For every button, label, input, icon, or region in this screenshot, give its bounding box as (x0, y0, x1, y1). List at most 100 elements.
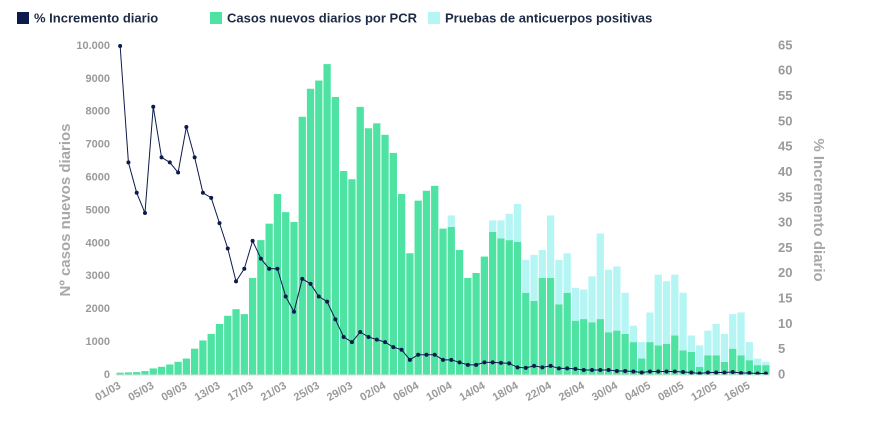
bar (191, 348, 199, 375)
bar (489, 231, 497, 375)
bar (505, 240, 513, 375)
bar (646, 312, 654, 343)
point (689, 370, 694, 375)
x-tick-label: 29/03 (325, 380, 355, 404)
point (283, 294, 288, 299)
bar (563, 253, 571, 293)
point (234, 279, 239, 284)
y-tick-label: 10.000 (76, 40, 110, 52)
point (482, 360, 487, 365)
y-tick-label: 1000 (86, 336, 110, 348)
bar (406, 253, 414, 375)
point (316, 294, 321, 299)
point (441, 357, 445, 362)
bar (737, 355, 745, 375)
bar (646, 342, 654, 375)
y2-tick-label: 50 (778, 113, 792, 128)
y-tick-label: 5000 (86, 204, 110, 216)
bar (174, 361, 182, 375)
bar (555, 259, 563, 305)
point (267, 266, 272, 271)
y-tick-label: 7000 (86, 139, 110, 151)
point (755, 371, 760, 376)
legend-swatch (428, 12, 440, 24)
x-tick-label: 04/05 (623, 380, 653, 404)
x-tick-label: 18/04 (491, 379, 522, 404)
bar (613, 330, 621, 375)
bar (439, 228, 447, 375)
bar (265, 223, 273, 375)
bar (762, 365, 770, 375)
bar (141, 371, 149, 375)
bar (704, 355, 712, 375)
point (151, 104, 156, 109)
bar (671, 335, 679, 375)
bar (489, 220, 497, 232)
point (739, 370, 744, 375)
y2-axis-title: % Incremento diario (810, 138, 827, 281)
bar (580, 289, 588, 320)
bar (588, 276, 596, 323)
x-tick-label: 02/04 (358, 379, 389, 404)
bar (555, 304, 563, 375)
bar (712, 324, 720, 356)
bar (571, 287, 580, 321)
bar (753, 365, 762, 375)
bar (497, 220, 505, 239)
point (515, 365, 520, 370)
point (532, 363, 537, 368)
point (573, 366, 578, 371)
x-tick-label: 22/04 (524, 379, 555, 404)
point (697, 371, 702, 376)
y-tick-label: 4000 (86, 237, 110, 249)
bar (704, 330, 712, 356)
point (681, 369, 686, 374)
y2-tick-label: 10 (778, 316, 792, 331)
point (623, 368, 628, 373)
point (490, 360, 495, 365)
y2-tick-label: 20 (778, 265, 792, 280)
x-tick-label: 21/03 (259, 380, 289, 404)
bar (282, 212, 290, 375)
point (507, 361, 512, 366)
bar (729, 314, 737, 349)
bar (207, 333, 215, 375)
point (142, 211, 147, 216)
y2-tick-label: 40 (778, 164, 792, 179)
bar (563, 292, 571, 375)
legend-swatch (210, 12, 222, 24)
y-tick-label: 8000 (86, 106, 110, 118)
bar (596, 233, 604, 320)
point (358, 329, 363, 334)
bar (662, 281, 671, 344)
point (672, 369, 677, 374)
legend-label: % Incremento diario (34, 10, 158, 25)
point (722, 370, 727, 375)
bar (224, 315, 232, 375)
point (399, 347, 404, 352)
point (714, 370, 719, 375)
point (159, 155, 164, 160)
point (407, 357, 412, 362)
point (366, 335, 371, 340)
bar (745, 360, 753, 375)
bar (596, 319, 604, 375)
bar (621, 333, 629, 375)
bar (348, 179, 356, 375)
point (498, 360, 503, 365)
bar (157, 366, 166, 375)
point (548, 363, 553, 368)
y2-tick-label: 0 (778, 366, 785, 381)
point (540, 365, 545, 370)
point (664, 369, 669, 374)
bar (538, 277, 546, 375)
point (176, 170, 181, 175)
x-tick-label: 14/04 (458, 379, 489, 404)
point (565, 366, 570, 371)
bar (654, 345, 662, 375)
y-tick-label: 3000 (86, 270, 110, 282)
point (200, 190, 205, 195)
bar (695, 345, 704, 367)
bar (116, 372, 124, 375)
